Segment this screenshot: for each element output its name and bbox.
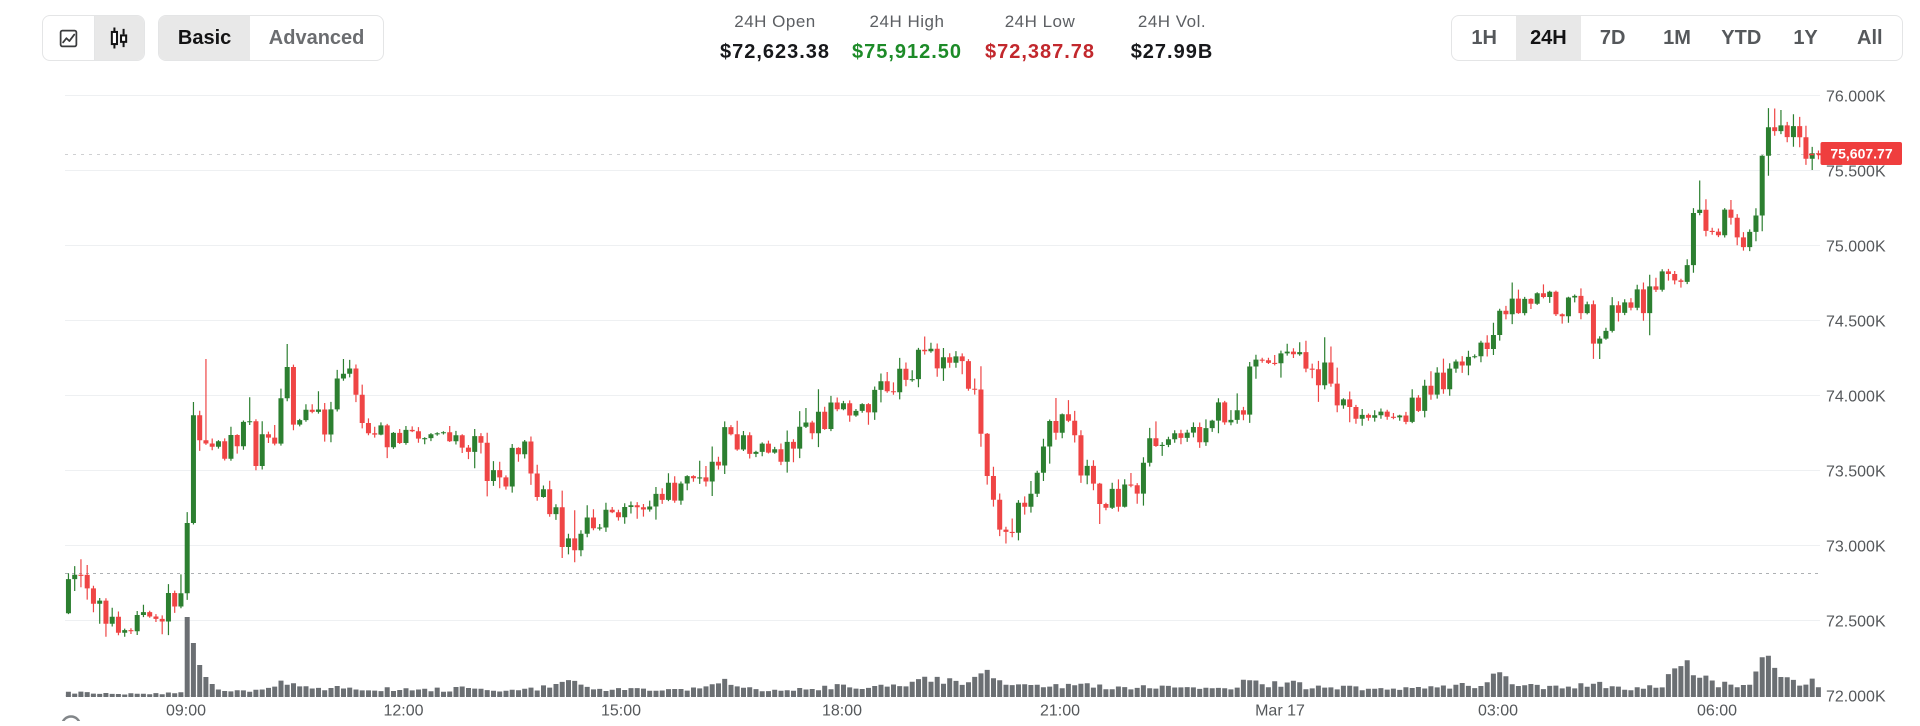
svg-text:72.500K: 72.500K — [1826, 614, 1886, 631]
svg-text:21:00: 21:00 — [1040, 703, 1080, 720]
svg-text:74.000K: 74.000K — [1826, 389, 1886, 406]
svg-text:06:00: 06:00 — [1697, 703, 1737, 720]
svg-text:73.000K: 73.000K — [1826, 539, 1886, 556]
svg-text:75.000K: 75.000K — [1826, 239, 1886, 256]
svg-text:Mar 17: Mar 17 — [1255, 703, 1305, 720]
svg-text:03:00: 03:00 — [1478, 703, 1518, 720]
svg-text:73.500K: 73.500K — [1826, 464, 1886, 481]
svg-text:75.500K: 75.500K — [1826, 164, 1886, 181]
svg-text:18:00: 18:00 — [822, 703, 862, 720]
svg-text:72.000K: 72.000K — [1826, 689, 1886, 706]
svg-text:12:00: 12:00 — [383, 703, 423, 720]
svg-text:74.500K: 74.500K — [1826, 314, 1886, 331]
svg-text:09:00: 09:00 — [166, 703, 206, 720]
svg-text:76.000K: 76.000K — [1826, 89, 1886, 106]
svg-text:75,607.77: 75,607.77 — [1830, 146, 1892, 162]
svg-text:15:00: 15:00 — [601, 703, 641, 720]
